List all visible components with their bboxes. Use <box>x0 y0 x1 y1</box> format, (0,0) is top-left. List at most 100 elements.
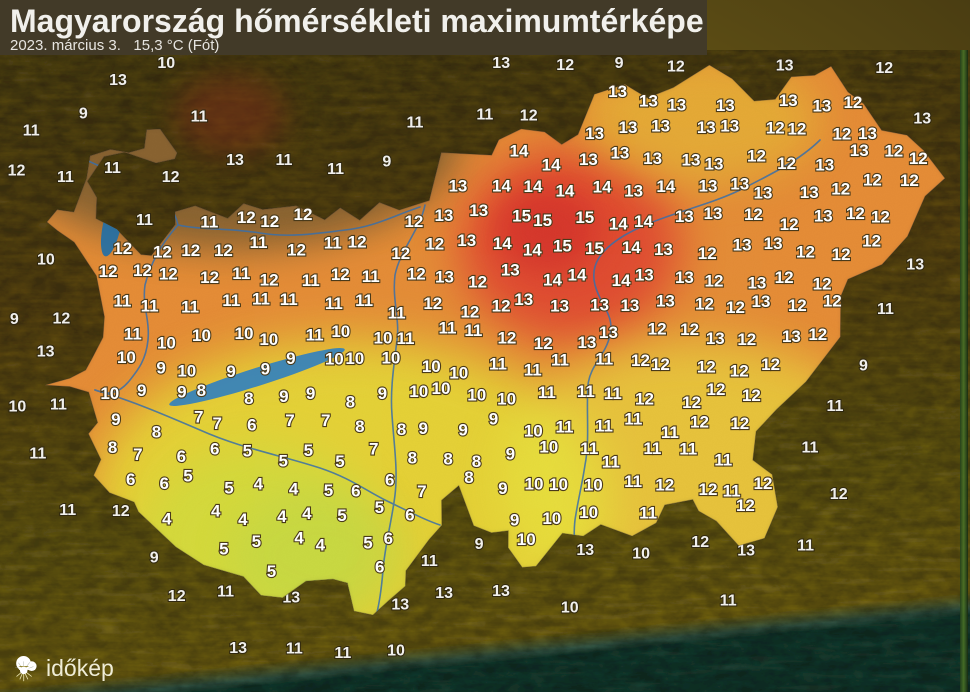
svg-text:12: 12 <box>214 241 233 260</box>
svg-text:10: 10 <box>539 437 558 456</box>
svg-text:13: 13 <box>492 55 510 72</box>
svg-text:12: 12 <box>808 325 827 344</box>
svg-text:13: 13 <box>643 149 662 168</box>
svg-text:14: 14 <box>524 177 543 196</box>
svg-text:12: 12 <box>556 57 574 74</box>
svg-text:4: 4 <box>211 502 221 521</box>
svg-text:11: 11 <box>877 301 894 318</box>
svg-text:10: 10 <box>345 349 364 368</box>
svg-text:13: 13 <box>800 183 819 202</box>
svg-text:15: 15 <box>585 239 604 258</box>
svg-text:8: 8 <box>464 468 473 487</box>
svg-text:15: 15 <box>533 211 552 230</box>
svg-text:13: 13 <box>682 151 701 170</box>
svg-text:13: 13 <box>716 96 735 115</box>
svg-text:13: 13 <box>754 183 773 202</box>
svg-text:13: 13 <box>457 231 476 250</box>
svg-text:14: 14 <box>542 156 561 175</box>
svg-text:10: 10 <box>177 361 196 380</box>
svg-text:12: 12 <box>331 265 350 284</box>
svg-text:9: 9 <box>458 420 467 439</box>
svg-text:10: 10 <box>632 545 650 562</box>
svg-text:13: 13 <box>764 234 783 253</box>
svg-text:7: 7 <box>321 411 330 430</box>
svg-text:14: 14 <box>555 182 574 201</box>
svg-text:13: 13 <box>704 204 723 223</box>
svg-text:5: 5 <box>224 479 233 498</box>
svg-text:11: 11 <box>50 397 67 414</box>
svg-text:11: 11 <box>181 298 199 317</box>
svg-text:13: 13 <box>730 175 749 194</box>
svg-text:12: 12 <box>53 311 71 328</box>
svg-text:12: 12 <box>294 205 313 224</box>
svg-text:6: 6 <box>210 439 219 458</box>
svg-text:10: 10 <box>235 324 254 343</box>
svg-text:6: 6 <box>351 482 360 501</box>
svg-text:13: 13 <box>720 117 739 136</box>
svg-text:14: 14 <box>622 238 641 257</box>
svg-text:11: 11 <box>551 351 569 370</box>
svg-text:9: 9 <box>498 479 507 498</box>
svg-text:12: 12 <box>691 534 709 551</box>
svg-text:11: 11 <box>232 264 250 283</box>
svg-text:12: 12 <box>407 265 426 284</box>
svg-text:12: 12 <box>287 240 306 259</box>
svg-text:13: 13 <box>226 152 244 169</box>
svg-text:5: 5 <box>267 562 276 581</box>
svg-text:9: 9 <box>137 381 146 400</box>
svg-text:13: 13 <box>514 290 533 309</box>
svg-text:5: 5 <box>324 481 333 500</box>
svg-text:12: 12 <box>497 329 516 348</box>
svg-text:12: 12 <box>787 120 806 139</box>
svg-text:9: 9 <box>111 410 120 429</box>
svg-text:13: 13 <box>550 297 569 316</box>
svg-text:12: 12 <box>237 208 256 227</box>
svg-text:13: 13 <box>733 236 752 255</box>
svg-text:13: 13 <box>448 176 467 195</box>
svg-text:11: 11 <box>714 451 732 470</box>
svg-text:11: 11 <box>124 325 142 344</box>
svg-text:12: 12 <box>159 264 178 283</box>
svg-text:12: 12 <box>162 169 180 186</box>
svg-text:11: 11 <box>217 584 234 601</box>
svg-text:11: 11 <box>720 593 737 610</box>
svg-text:12: 12 <box>680 320 699 339</box>
svg-text:11: 11 <box>29 446 46 463</box>
svg-text:10: 10 <box>432 379 451 398</box>
svg-text:11: 11 <box>602 452 620 471</box>
svg-text:9: 9 <box>286 349 295 368</box>
svg-text:11: 11 <box>407 114 424 131</box>
svg-text:14: 14 <box>510 142 529 161</box>
svg-text:14: 14 <box>656 177 675 196</box>
svg-text:12: 12 <box>260 212 279 231</box>
svg-text:12: 12 <box>260 271 279 290</box>
svg-text:11: 11 <box>252 289 270 308</box>
svg-text:9: 9 <box>489 410 498 429</box>
svg-text:13: 13 <box>651 116 670 135</box>
svg-text:12: 12 <box>200 268 219 287</box>
svg-text:10: 10 <box>517 530 536 549</box>
svg-text:11: 11 <box>362 267 380 286</box>
svg-text:13: 13 <box>814 207 833 226</box>
svg-text:9: 9 <box>177 383 186 402</box>
svg-text:5: 5 <box>337 506 346 525</box>
svg-text:13: 13 <box>850 141 869 160</box>
svg-text:11: 11 <box>286 640 303 657</box>
svg-text:12: 12 <box>635 390 654 409</box>
svg-text:6: 6 <box>247 416 256 435</box>
svg-text:10: 10 <box>422 357 441 376</box>
svg-text:11: 11 <box>661 423 679 442</box>
svg-text:6: 6 <box>405 506 414 525</box>
svg-text:10: 10 <box>387 642 405 659</box>
svg-text:7: 7 <box>285 411 294 430</box>
svg-text:12: 12 <box>730 362 749 381</box>
svg-text:12: 12 <box>730 414 749 433</box>
svg-text:12: 12 <box>99 262 118 281</box>
svg-text:6: 6 <box>384 529 393 548</box>
svg-text:9: 9 <box>79 106 88 123</box>
svg-text:12: 12 <box>871 208 890 227</box>
svg-text:12: 12 <box>113 239 132 258</box>
svg-text:11: 11 <box>325 294 343 313</box>
svg-text:9: 9 <box>378 384 387 403</box>
svg-text:10: 10 <box>331 322 350 341</box>
